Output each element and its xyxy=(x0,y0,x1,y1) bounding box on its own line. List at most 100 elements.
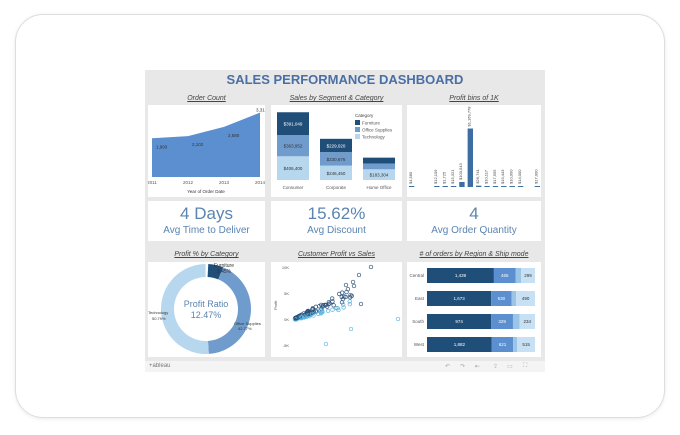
furniture-slice-label: Furniture 5.45% xyxy=(214,263,235,275)
bar xyxy=(450,186,457,187)
x-tick-label: Corporate xyxy=(326,185,347,190)
data-label: 530 xyxy=(498,296,506,301)
segment-panel: $406,400 $363,952 $391,049 Consumer $246,450… xyxy=(271,105,402,197)
profit-bins-panel: $4,580 $12,109 $1,725 $15,321 $100,543 $1,169… xyxy=(407,105,541,197)
data-label: $19,443 xyxy=(500,169,505,184)
segment-title: Sales by Segment & Category xyxy=(289,95,384,102)
legend-swatch xyxy=(355,134,360,139)
x-tick-label: Home Office xyxy=(367,185,392,190)
bar-segment xyxy=(491,291,512,306)
x-tick-label: 2011 xyxy=(148,180,157,185)
scatter-point xyxy=(323,303,328,308)
share-icon[interactable]: ⇪ xyxy=(493,364,499,370)
data-label: $229,020 xyxy=(327,143,346,148)
bar-segment xyxy=(516,291,535,306)
data-label: $406,400 xyxy=(284,166,303,171)
data-label: $17,000 xyxy=(534,169,539,184)
kpi-value: 4 Days xyxy=(180,204,233,223)
data-label: $10,117 xyxy=(483,169,488,184)
legend-item: Furniture xyxy=(362,121,381,126)
legend-title: Category xyxy=(355,113,374,118)
bar-segment xyxy=(427,291,492,306)
scatter-point xyxy=(310,311,315,316)
scatter-point xyxy=(305,308,311,314)
kpi-label: Avg Discount xyxy=(307,225,366,236)
scatter-point xyxy=(343,282,349,288)
data-label: $12,109 xyxy=(433,169,438,184)
scatter-point xyxy=(293,315,299,321)
data-label: $183,304 xyxy=(370,173,389,178)
data-label: 299 xyxy=(524,273,532,278)
scatter-point xyxy=(331,303,336,308)
data-label: $10,000 xyxy=(509,169,514,184)
kpi-value: 15.62% xyxy=(307,204,366,223)
bar xyxy=(434,186,440,187)
scatter-point xyxy=(347,299,352,304)
data-label: 621 xyxy=(499,342,507,347)
donut-slice xyxy=(161,264,209,354)
slice-label: Technology xyxy=(148,310,168,315)
scatter-point xyxy=(343,294,348,300)
comment-icon[interactable]: ▭ xyxy=(507,364,513,370)
redo-icon[interactable]: ↷ xyxy=(460,364,466,370)
scatter-point xyxy=(348,293,353,298)
bar-segment xyxy=(320,138,352,153)
scatter-point xyxy=(314,309,319,314)
data-label: 329 xyxy=(498,319,506,324)
region-ship-title: # of orders by Region & Ship mode xyxy=(419,251,529,258)
data-label: $1,725 xyxy=(442,171,447,184)
scatter-point xyxy=(320,309,325,315)
dashboard-title: SALES PERFORMANCE DASHBOARD xyxy=(226,72,464,87)
data-label: 974 xyxy=(455,319,463,324)
bar-segment xyxy=(515,268,522,283)
scatter-point xyxy=(299,314,304,320)
slice-label: 42.77% xyxy=(238,326,252,331)
bar-segment xyxy=(491,314,513,329)
scatter-point xyxy=(358,301,364,307)
slice-label: Office Supplies xyxy=(234,321,261,326)
scatter-point xyxy=(321,303,326,308)
data-label: $14,000 xyxy=(517,169,522,184)
donut-slice xyxy=(207,267,251,354)
legend-swatch xyxy=(355,120,360,125)
area-mark xyxy=(152,112,260,177)
bar-segment xyxy=(363,157,395,164)
revert-icon[interactable]: ⇤ xyxy=(475,364,481,370)
undo-icon[interactable]: ↶ xyxy=(445,364,451,370)
data-label: 2,102 xyxy=(192,142,204,147)
data-label: $15,321 xyxy=(450,169,455,184)
kpi-value: 4 xyxy=(469,204,479,223)
slice-label: 50.79% xyxy=(152,316,166,321)
scatter-point xyxy=(323,341,329,347)
data-label: 1,993 xyxy=(156,144,168,149)
scatter-point xyxy=(301,315,307,320)
scatter-point xyxy=(347,302,352,307)
kpi-label: Avg Order Quantity xyxy=(431,225,517,236)
scatter-point xyxy=(336,307,341,313)
data-label: 234 xyxy=(524,319,532,324)
data-label: 2,580 xyxy=(228,133,240,138)
data-label: 1,673 xyxy=(453,296,465,301)
scatter-point xyxy=(330,296,335,301)
scatter-point xyxy=(341,302,346,307)
center-label: Profit Ratio xyxy=(184,299,229,309)
bar xyxy=(492,186,499,187)
donut-slice xyxy=(207,264,224,280)
data-label: $1,169,778 xyxy=(467,106,472,127)
bar-segment xyxy=(427,337,492,352)
bar-segment xyxy=(277,112,309,136)
bar xyxy=(459,181,465,187)
bar-segment xyxy=(513,337,518,352)
bar-segment xyxy=(517,337,535,352)
bar xyxy=(534,186,540,187)
data-label: $17,555 xyxy=(492,169,497,184)
bar-segment xyxy=(427,268,494,283)
kpi-delivery: 4 Days Avg Time to Deliver xyxy=(148,201,265,241)
profit-category-title: Profit % by Category xyxy=(174,251,239,258)
fullscreen-icon[interactable]: ⛶ xyxy=(523,363,528,369)
bar-segment xyxy=(277,135,309,157)
legend-swatch xyxy=(355,127,360,132)
scatter-point xyxy=(340,290,345,295)
data-label: $4,580 xyxy=(408,171,413,184)
row-label: East xyxy=(415,296,425,301)
